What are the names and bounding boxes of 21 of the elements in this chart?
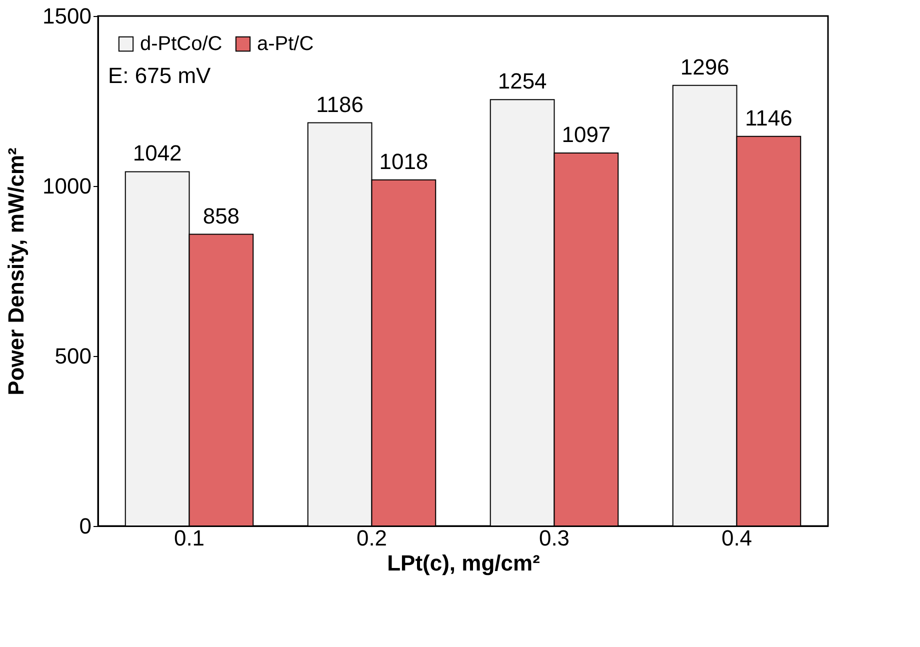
legend-label: a-Pt/C <box>257 33 314 55</box>
data-label: 1042 <box>132 140 182 166</box>
y-tick-label: 1500 <box>42 4 92 28</box>
data-label: 1018 <box>379 148 428 174</box>
y-tick-label: 500 <box>54 344 92 368</box>
y-tick-label: 0 <box>79 514 92 538</box>
x-axis-title: LPt(c), mg/cm² <box>387 550 540 576</box>
data-label: 1254 <box>498 68 547 94</box>
data-label: 1146 <box>745 105 792 130</box>
x-tick-label: 0.2 <box>356 526 388 550</box>
data-label: 1296 <box>680 54 730 80</box>
legend-label: d-PtCo/C <box>140 33 222 55</box>
x-tick-label: 0.4 <box>721 526 752 550</box>
y-axis-title: Power Density, mW/cm² <box>4 148 29 396</box>
x-tick-label: 0.3 <box>538 526 570 550</box>
annotation: E: 675 mV <box>108 63 212 88</box>
data-label: 1186 <box>316 92 364 117</box>
x-tick-label: 0.1 <box>174 526 205 550</box>
data-label: 858 <box>202 203 240 228</box>
data-label: 1097 <box>562 122 611 148</box>
y-tick-label: 1000 <box>42 174 92 198</box>
